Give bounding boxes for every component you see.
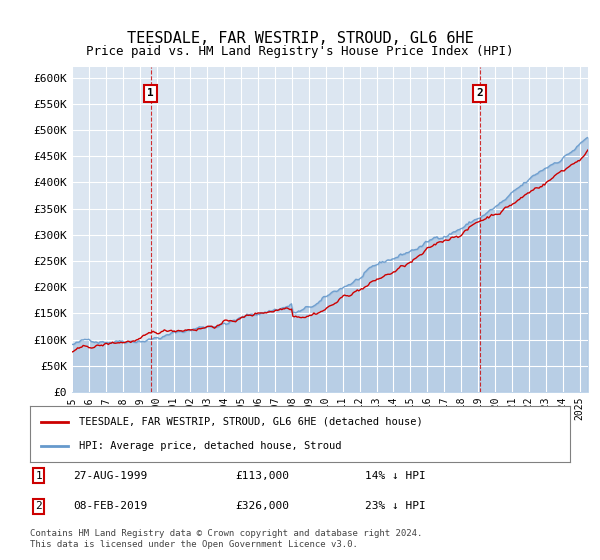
Text: 1: 1	[35, 470, 42, 480]
Text: Contains HM Land Registry data © Crown copyright and database right 2024.
This d: Contains HM Land Registry data © Crown c…	[30, 529, 422, 549]
Text: HPI: Average price, detached house, Stroud: HPI: Average price, detached house, Stro…	[79, 441, 341, 451]
Text: 2: 2	[476, 88, 483, 98]
Text: Price paid vs. HM Land Registry's House Price Index (HPI): Price paid vs. HM Land Registry's House …	[86, 45, 514, 58]
Text: £113,000: £113,000	[235, 470, 289, 480]
Text: 27-AUG-1999: 27-AUG-1999	[73, 470, 148, 480]
Text: 23% ↓ HPI: 23% ↓ HPI	[365, 501, 425, 511]
Text: TEESDALE, FAR WESTRIP, STROUD, GL6 6HE: TEESDALE, FAR WESTRIP, STROUD, GL6 6HE	[127, 31, 473, 46]
Text: £326,000: £326,000	[235, 501, 289, 511]
Text: 14% ↓ HPI: 14% ↓ HPI	[365, 470, 425, 480]
Text: 2: 2	[35, 501, 42, 511]
Text: 1: 1	[147, 88, 154, 98]
Text: 08-FEB-2019: 08-FEB-2019	[73, 501, 148, 511]
Text: TEESDALE, FAR WESTRIP, STROUD, GL6 6HE (detached house): TEESDALE, FAR WESTRIP, STROUD, GL6 6HE (…	[79, 417, 422, 427]
